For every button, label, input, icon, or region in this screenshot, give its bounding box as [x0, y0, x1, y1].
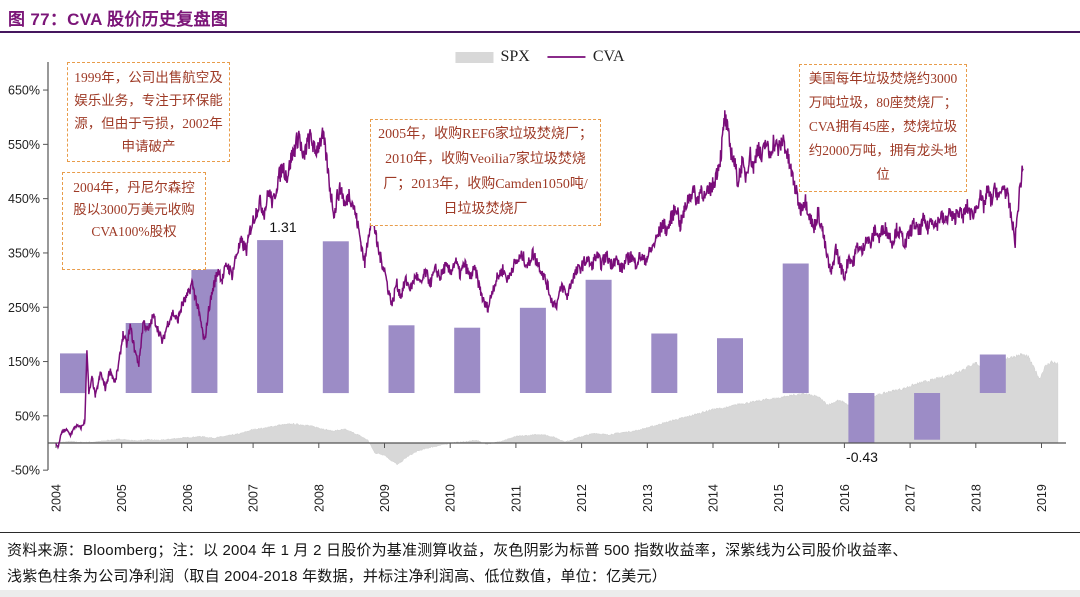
- net-profit-bar-2009: [388, 325, 415, 393]
- net-profit-bar-2012: [585, 279, 612, 393]
- net-profit-bar-2016: [848, 393, 875, 444]
- legend-spx-label: SPX: [500, 48, 530, 65]
- profit-high-label: 1.31: [269, 219, 297, 235]
- x-tick-label: 2015: [772, 484, 786, 512]
- x-tick-label: 2014: [707, 484, 721, 512]
- x-tick-label: 2005: [115, 484, 129, 512]
- x-tick-label: 2018: [969, 484, 983, 512]
- title-divider: [0, 31, 1080, 33]
- net-profit-bar-2007: [257, 240, 284, 393]
- y-tick-label: 50%: [15, 409, 40, 423]
- net-profit-bar-2017: [914, 393, 941, 440]
- page-edge-strip: [0, 590, 1080, 597]
- x-tick-label: 2008: [312, 484, 326, 512]
- x-tick-label: 2019: [1035, 484, 1049, 512]
- y-tick-label: 450%: [8, 192, 40, 206]
- cva-line: [55, 110, 1024, 450]
- net-profit-bar-2018: [979, 354, 1006, 393]
- legend-cva-label: CVA: [592, 48, 625, 65]
- legend-spx-swatch: [455, 51, 494, 63]
- y-tick-label: 150%: [8, 355, 40, 369]
- y-tick-label: -50%: [11, 464, 40, 478]
- net-profit-bar-2011: [519, 307, 546, 393]
- source-note-line1: 资料来源：Bloomberg；注：以 2004 年 1 月 2 日股价为基准测算…: [7, 542, 908, 559]
- source-divider: [0, 532, 1080, 533]
- annotation-2004-acquisition: 2004年，丹尼尔森控股以3000万美元收购CVA100%股权: [62, 172, 206, 270]
- x-tick-label: 2013: [641, 484, 655, 512]
- legend-cva-swatch: [547, 56, 586, 58]
- source-note-line2: 浅紫色柱条为公司净利润（取自 2004-2018 年数据，并标注净利润高、低位数…: [7, 568, 667, 585]
- annotation-plant-acquisitions: 2005年，收购REF6家垃圾焚烧厂；2010年，收购Veoilia7家垃圾焚烧…: [370, 119, 601, 226]
- y-tick-label: 550%: [8, 138, 40, 152]
- net-profit-bar-2004: [60, 353, 86, 394]
- x-tick-label: 2017: [904, 484, 918, 512]
- y-tick-label: 250%: [8, 301, 40, 315]
- figure-title: 图 77：CVA 股价历史复盘图: [8, 10, 229, 29]
- x-tick-label: 2012: [575, 484, 589, 512]
- net-profit-bar-2014: [717, 338, 743, 394]
- x-tick-label: 2010: [444, 484, 458, 512]
- y-tick-label: 350%: [8, 246, 40, 260]
- y-tick-label: 650%: [8, 84, 40, 98]
- x-tick-label: 2004: [50, 484, 64, 512]
- x-tick-label: 2016: [838, 484, 852, 512]
- net-profit-bar-2015: [782, 263, 809, 394]
- x-tick-label: 2009: [378, 484, 392, 512]
- annotation-1999-divestiture: 1999年，公司出售航空及娱乐业务，专注于环保能源，但由于亏损，2002年申请破…: [67, 62, 230, 162]
- x-tick-label: 2007: [247, 484, 261, 512]
- spx-area: [55, 353, 1059, 466]
- net-profit-bar-2010: [454, 327, 481, 394]
- legend: SPX CVA: [455, 48, 625, 66]
- net-profit-bar-2013: [651, 333, 678, 393]
- annotation-industry-position: 美国每年垃圾焚烧约3000万吨垃圾，80座焚烧厂；CVA拥有45座，焚烧垃圾约2…: [799, 64, 967, 192]
- x-tick-label: 2011: [509, 485, 523, 512]
- net-profit-bar-2008: [322, 241, 349, 394]
- x-tick-label: 2006: [181, 484, 195, 512]
- profit-low-label: -0.43: [846, 449, 878, 465]
